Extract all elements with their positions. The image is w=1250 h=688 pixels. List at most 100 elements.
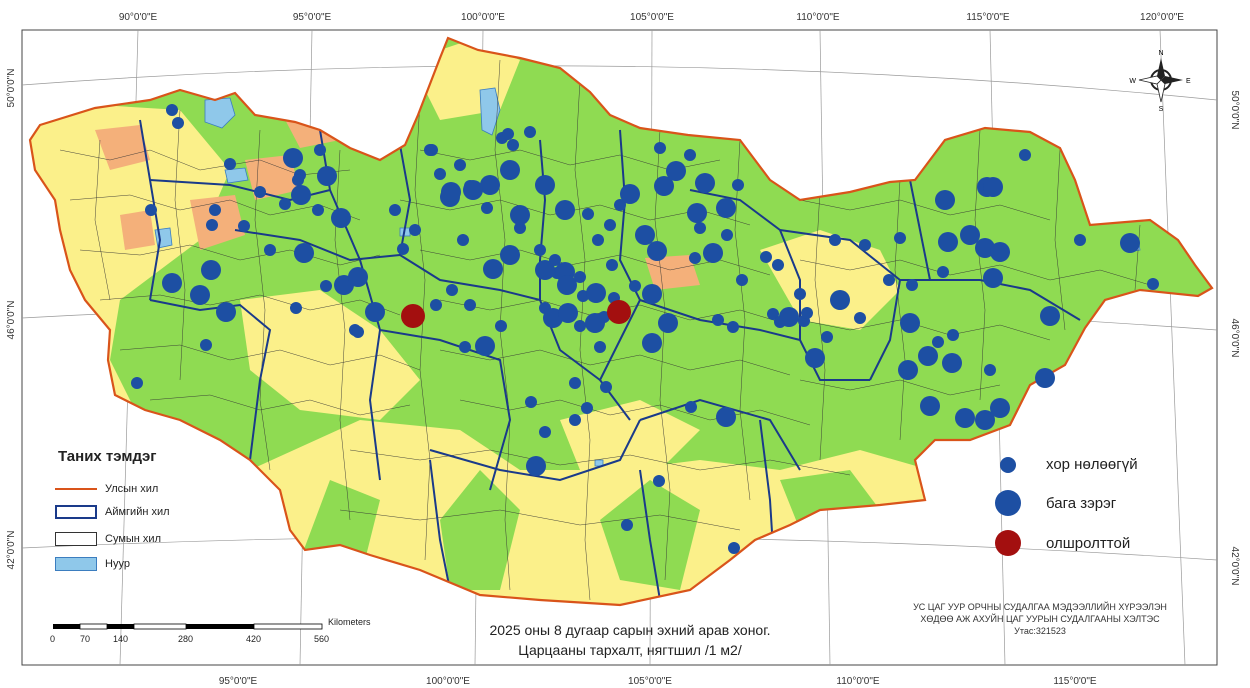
point-no-impact — [514, 222, 526, 234]
point-no-impact — [352, 326, 364, 338]
point-no-impact — [314, 144, 326, 156]
coord-bottom-110: 110°0'0"E — [836, 676, 880, 687]
point-no-impact — [172, 117, 184, 129]
point-no-impact — [481, 202, 493, 214]
east-label: E — [1186, 78, 1191, 85]
point-no-impact — [829, 234, 841, 246]
point-low-density — [983, 268, 1003, 288]
zone-orange-west-1 — [95, 125, 150, 170]
legend-item-sum-border: Сумын хил — [55, 532, 161, 546]
point-no-impact — [569, 377, 581, 389]
large-blue-dot-icon — [995, 490, 1021, 516]
legend-label: Аймгийн хил — [105, 506, 170, 518]
point-low-density — [510, 205, 530, 225]
point-low-density — [938, 232, 958, 252]
scale-tick: 140 — [113, 634, 129, 644]
point-no-impact — [732, 179, 744, 191]
point-low-density — [294, 243, 314, 263]
point-no-impact — [430, 299, 442, 311]
point-no-impact — [292, 174, 304, 186]
scale-tick: 420 — [246, 634, 262, 644]
legend-item-lake: Нуур — [55, 557, 130, 571]
coord-top-110: 110°0'0"E — [796, 12, 840, 23]
point-low-density — [975, 238, 995, 258]
point-low-density — [348, 267, 368, 287]
point-no-impact — [689, 252, 701, 264]
point-no-impact — [947, 329, 959, 341]
point-no-impact — [534, 244, 546, 256]
north-label: N — [1158, 50, 1163, 57]
point-low-density — [918, 346, 938, 366]
point-no-impact — [539, 426, 551, 438]
point-low-density — [586, 283, 606, 303]
point-low-density — [331, 208, 351, 228]
coord-right-50: 50°0'0"N — [1229, 91, 1240, 130]
point-no-impact — [592, 234, 604, 246]
point-no-impact — [736, 274, 748, 286]
point-low-density — [695, 173, 715, 193]
point-low-density — [1120, 233, 1140, 253]
phone-number: Утас:321523 — [1014, 626, 1066, 636]
point-low-density — [500, 245, 520, 265]
point-outbreak — [401, 304, 425, 328]
point-no-impact — [446, 284, 458, 296]
point-no-impact — [684, 149, 696, 161]
point-no-impact — [629, 280, 641, 292]
legend-label: Нуур — [105, 558, 130, 570]
point-no-impact — [290, 302, 302, 314]
point-low-density — [1035, 368, 1055, 388]
point-no-impact — [721, 229, 733, 241]
point-no-impact — [859, 239, 871, 251]
point-no-impact — [894, 232, 906, 244]
point-low-density — [555, 200, 575, 220]
point-low-density — [960, 225, 980, 245]
point-low-density — [535, 260, 555, 280]
point-no-impact — [459, 341, 471, 353]
legend-title: Таних тэмдэг — [58, 448, 157, 465]
aimag-border-swatch — [55, 505, 97, 519]
national-border-swatch — [55, 488, 97, 490]
point-low-density — [687, 203, 707, 223]
point-low-density — [162, 273, 182, 293]
point-no-impact — [166, 104, 178, 116]
point-low-density — [900, 313, 920, 333]
west-label: W — [1129, 78, 1136, 85]
scale-tick: 280 — [178, 634, 194, 644]
density-legend-low: бага зэрэг — [992, 490, 1116, 516]
point-no-impact — [794, 288, 806, 300]
point-no-impact — [569, 414, 581, 426]
density-legend-none: хор нөлөөгүй — [992, 456, 1138, 473]
coord-left-42: 42°0'0"N — [6, 531, 17, 570]
point-low-density — [291, 185, 311, 205]
lake-khyargas — [224, 167, 249, 184]
institute-name: УС ЦАГ УУР ОРЧНЫ СУДАЛГАА МЭДЭЭЛЛИЙН ХҮР… — [913, 602, 1167, 612]
point-low-density — [317, 166, 337, 186]
point-low-density — [635, 225, 655, 245]
point-low-density — [658, 313, 678, 333]
point-low-density — [666, 161, 686, 181]
density-label: олшролттой — [1046, 534, 1131, 552]
point-low-density — [480, 175, 500, 195]
coord-top-100: 100°0'0"E — [461, 12, 505, 23]
lake-khuvsgul — [479, 87, 501, 136]
point-low-density — [830, 290, 850, 310]
point-low-density — [942, 353, 962, 373]
point-low-density — [716, 198, 736, 218]
point-low-density — [955, 408, 975, 428]
point-low-density — [535, 175, 555, 195]
point-low-density — [642, 333, 662, 353]
point-no-impact — [685, 401, 697, 413]
point-no-impact — [495, 320, 507, 332]
point-low-density — [216, 302, 236, 322]
scale-units: Kilometers — [328, 617, 371, 627]
coord-left-50: 50°0'0"N — [6, 69, 17, 108]
coord-top-115: 115°0'0"E — [966, 12, 1010, 23]
point-no-impact — [507, 139, 519, 151]
point-low-density — [642, 284, 662, 304]
point-no-impact — [397, 243, 409, 255]
zone-yellow-band — [560, 400, 700, 470]
point-no-impact — [1074, 234, 1086, 246]
observation-points — [131, 104, 1159, 554]
point-no-impact — [524, 126, 536, 138]
point-low-density — [585, 313, 605, 333]
